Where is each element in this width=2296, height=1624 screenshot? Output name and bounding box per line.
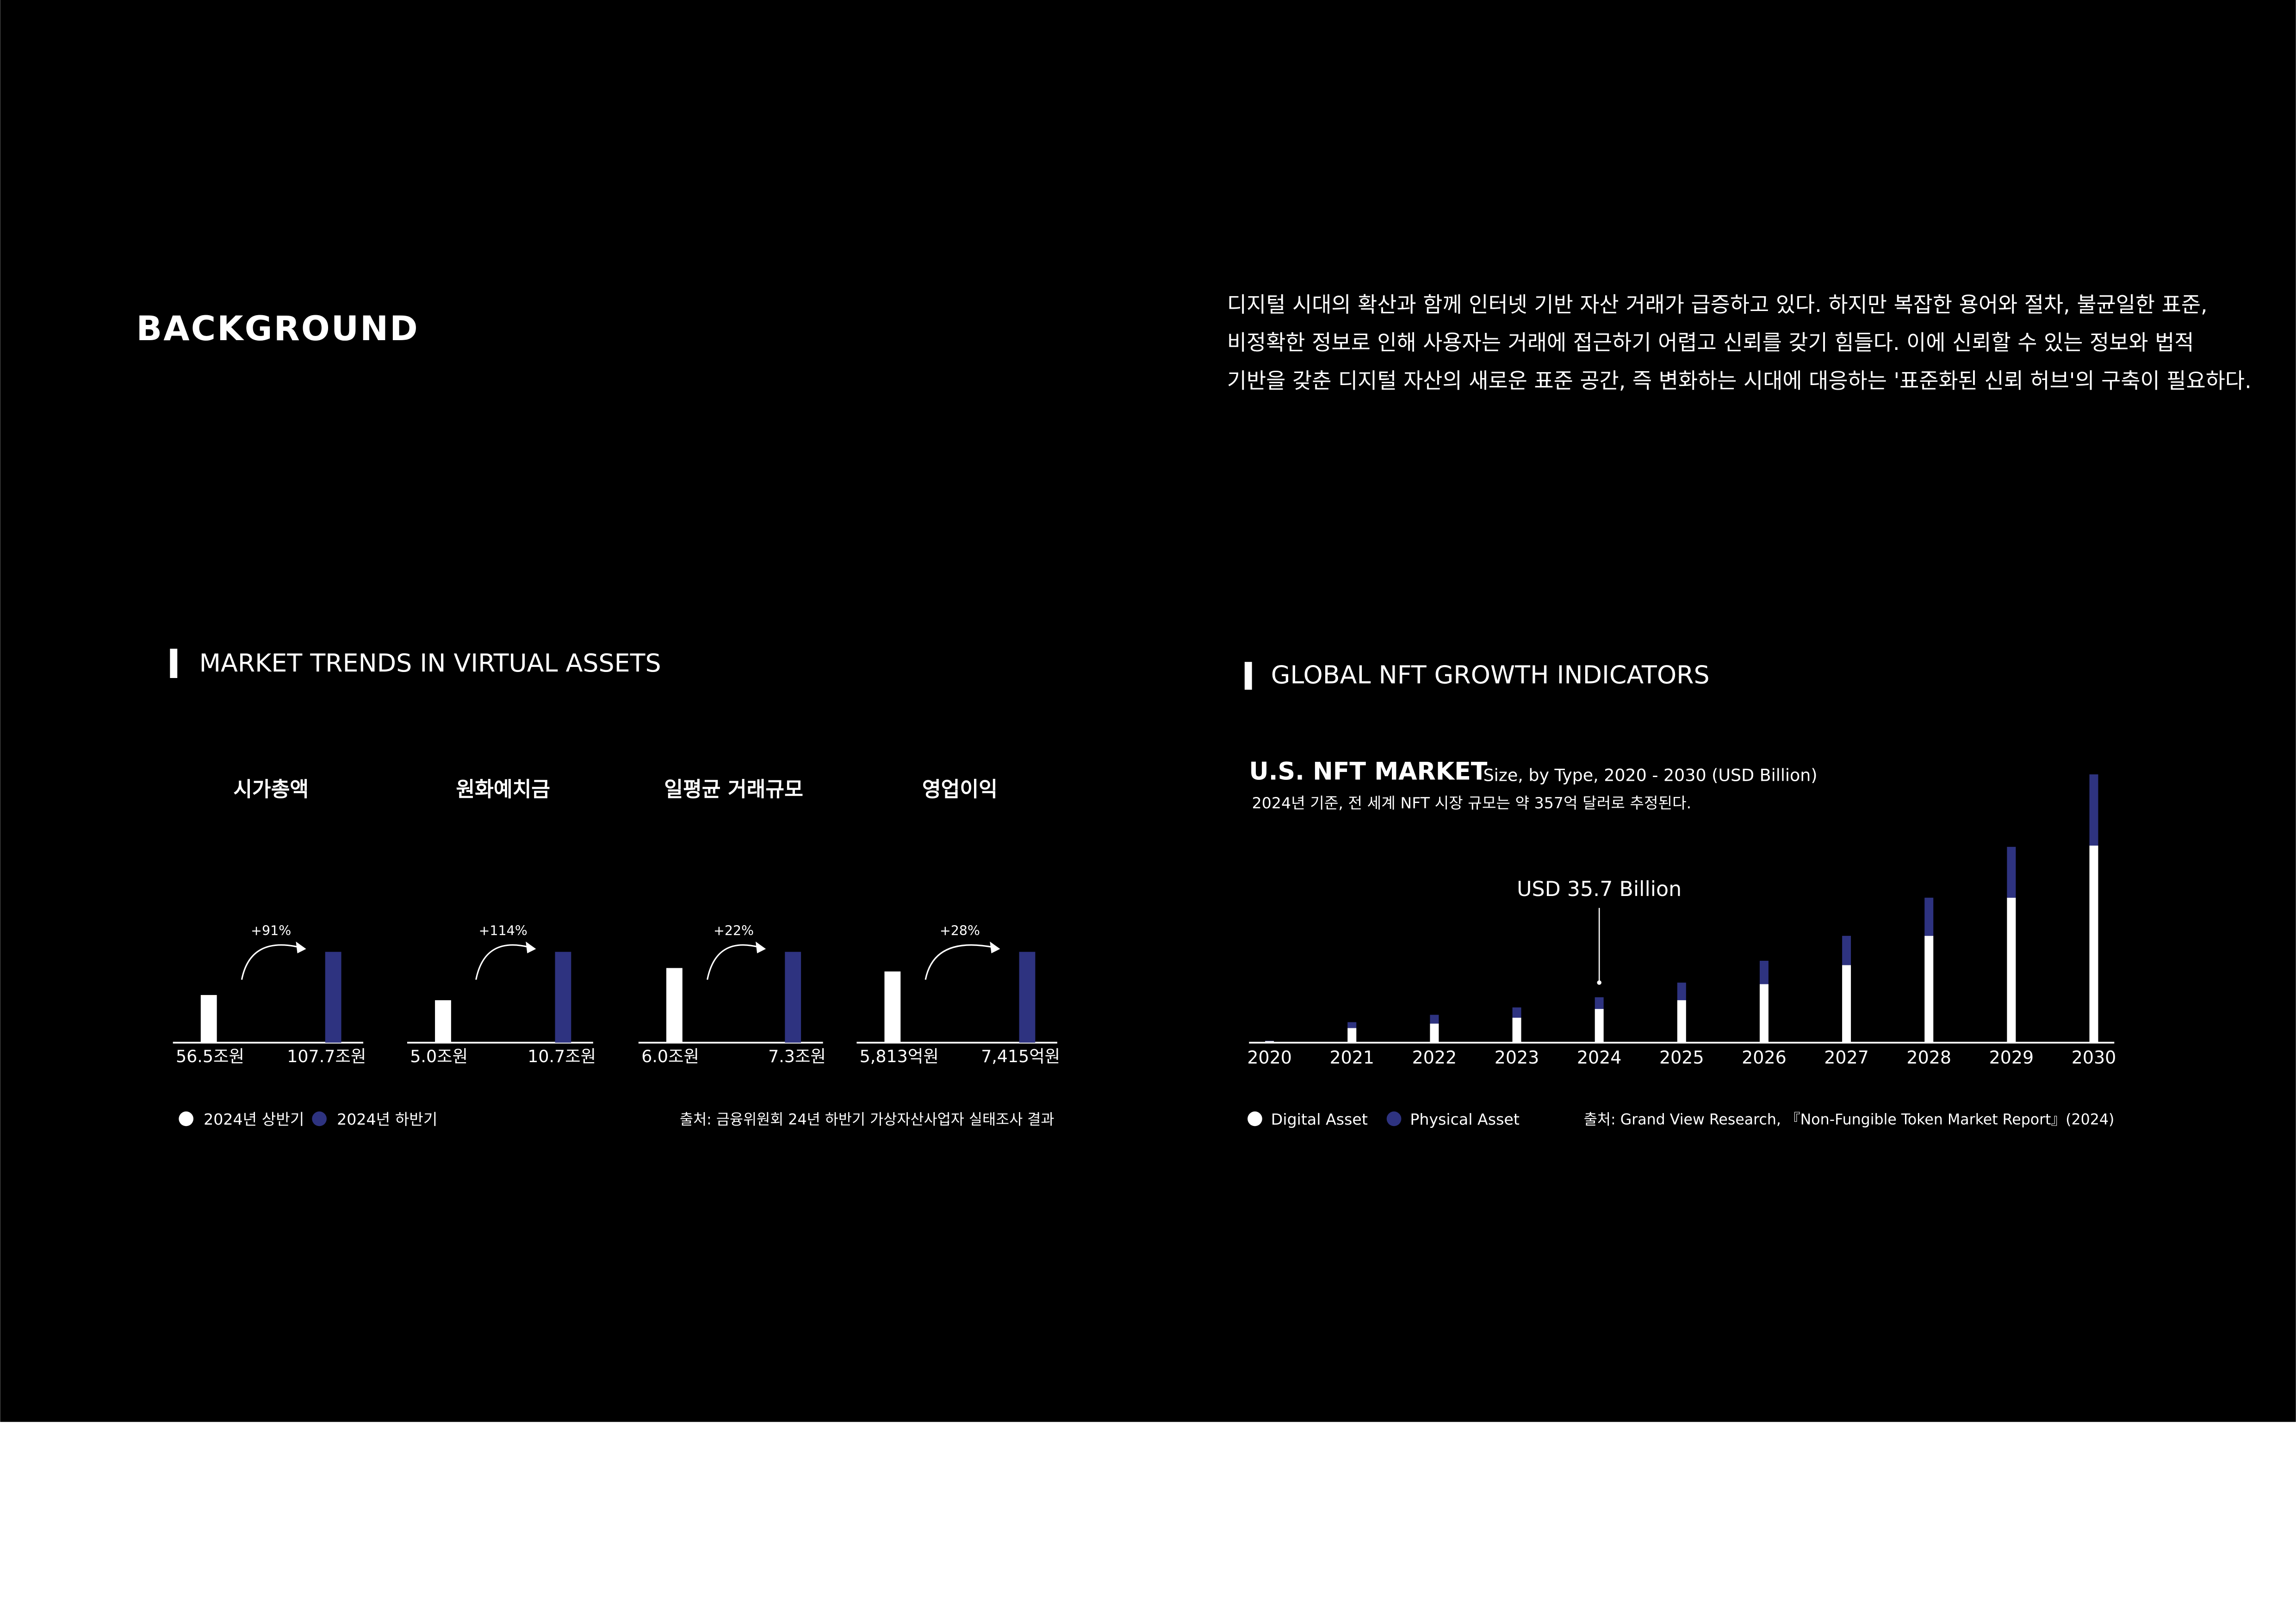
value-label: 10.7조원 [527,1046,596,1066]
bar [785,952,801,1043]
bar [1677,1000,1686,1043]
bar [1842,936,1851,965]
bar [325,952,341,1043]
legend-swatch [1247,1111,1262,1126]
page-title: BACKGROUND [137,309,419,348]
value-label: 6.0조원 [641,1046,699,1066]
section-marker [1244,662,1252,690]
x-tick-label: 2026 [1742,1047,1787,1068]
paragraph-line: 디지털 시대의 확산과 함께 인터넷 기반 자산 거래가 급증하고 있다. 하지… [1227,292,2208,317]
bar [1677,983,1686,1001]
bar [1924,897,1934,936]
chart-note: 2024년 기준, 전 세계 NFT 시장 규모는 약 357억 달러로 추정된… [1252,794,1692,812]
bar [1019,952,1036,1043]
x-tick-label: 2030 [2072,1047,2116,1068]
x-tick-label: 2023 [1495,1047,1539,1068]
bar [200,995,217,1043]
chart-title: U.S. NFT MARKET [1249,758,1487,786]
source: 출처: 금융위원회 24년 하반기 가상자산사업자 실태조사 결과 [680,1112,1054,1128]
value-label: 56.5조원 [176,1046,244,1066]
bar [1512,1007,1521,1018]
arrow-head [526,941,536,953]
x-tick-label: 2020 [1247,1047,1292,1068]
growth-arrow [707,944,760,980]
bar [1512,1018,1521,1043]
bar [1347,1022,1357,1028]
group-title: 영업이익 [922,778,998,802]
legend-label: 2024년 상반기 [204,1110,304,1128]
bar [1842,965,1851,1043]
x-tick-label: 2028 [1906,1047,1951,1068]
bar [1924,936,1934,1043]
paragraph-line: 기반을 갖춘 디지털 자산의 새로운 표준 공간, 즉 변화하는 시대에 대응하… [1227,368,2252,393]
background [0,0,2296,1422]
group-title: 시가총액 [233,778,309,802]
source: 출처: Grand View Research, 『Non-Fungible T… [1584,1112,2115,1128]
legend-label: Physical Asset [1410,1110,1520,1128]
section-marker [170,648,178,678]
bar [2007,846,2016,898]
arrow-head [296,941,306,953]
growth-label: +114% [479,923,527,938]
growth-label: +22% [714,923,754,938]
growth-label: +28% [940,923,980,938]
bar [1759,984,1769,1043]
x-tick-label: 2025 [1659,1047,1704,1068]
bar [435,1000,451,1043]
bar [1595,997,1604,1009]
bar [2089,846,2098,1043]
growth-arrow [925,944,995,980]
bar [884,971,901,1043]
value-label: 7.3조원 [768,1046,826,1066]
bar [2089,774,2098,846]
value-label: 5.0조원 [410,1046,468,1066]
x-tick-label: 2027 [1824,1047,1869,1068]
legend-swatch [312,1111,327,1126]
annotation-dot [1597,980,1601,985]
value-label: 5,813억원 [860,1046,939,1066]
annotation-label: USD 35.7 Billion [1517,877,1682,901]
growth-arrow [241,944,301,980]
arrow-head [990,941,1000,953]
bar [1430,1014,1439,1024]
paragraph-line: 비정확한 정보로 인해 사용자는 거래에 접근하기 어렵고 신뢰를 갖기 힘들다… [1227,330,2194,355]
chart-subtitle: Size, by Type, 2020 - 2030 (USD Billion) [1483,765,1818,785]
bar [1595,1009,1604,1043]
group-title: 원화예치금 [456,778,550,802]
bar [555,952,571,1043]
bar [1347,1028,1357,1043]
bar [1759,960,1769,984]
x-tick-label: 2022 [1412,1047,1457,1068]
growth-arrow [475,944,531,980]
bar [1430,1023,1439,1043]
legend-label: 2024년 하반기 [337,1110,437,1128]
arrow-head [756,941,766,953]
x-tick-label: 2029 [1989,1047,2034,1068]
group-title: 일평균 거래규모 [664,778,803,802]
legend-swatch [179,1111,193,1126]
bar [2007,897,2016,1043]
section-title: GLOBAL NFT GROWTH INDICATORS [1271,660,1710,689]
legend-swatch [1386,1111,1402,1126]
value-label: 7,415억원 [981,1046,1060,1066]
legend-label: Digital Asset [1271,1110,1368,1128]
growth-label: +91% [251,923,291,938]
section-title: MARKET TRENDS IN VIRTUAL ASSETS [199,648,661,678]
bar [1265,1041,1274,1043]
value-label: 107.7조원 [287,1046,366,1066]
bar [666,968,683,1043]
x-tick-label: 2024 [1577,1047,1622,1068]
x-tick-label: 2021 [1329,1047,1374,1068]
